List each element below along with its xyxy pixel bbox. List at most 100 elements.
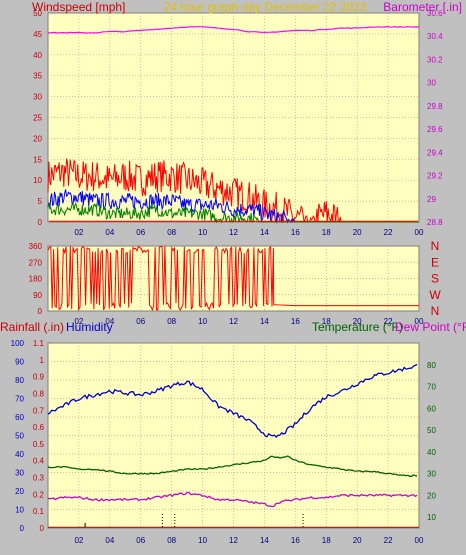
climate-x-tick: 18	[322, 536, 331, 545]
barometer-y-tick: 28.8	[427, 218, 443, 227]
direction-x-tick: 00	[415, 317, 424, 326]
compass-label: N	[431, 239, 440, 253]
humidity-axis-title: Humidity	[66, 320, 113, 334]
wind-x-tick: 06	[136, 228, 145, 237]
rainfall-y-tick: 0.4	[33, 457, 45, 466]
wind-direction-line	[47, 245, 419, 312]
direction-y-tick: 90	[33, 291, 42, 300]
wind-x-tick: 18	[322, 228, 331, 237]
wind-x-tick: 00	[415, 228, 424, 237]
wind-x-tick: 04	[105, 228, 114, 237]
humidity-y-tick: 40	[15, 450, 24, 459]
direction-y-tick: 270	[29, 258, 43, 267]
direction-x-tick: 06	[136, 317, 145, 326]
temperature-axis-title: Temperature (°F)	[312, 320, 403, 334]
wind-y-tick: 30	[33, 93, 42, 102]
direction-x-tick: 08	[167, 317, 176, 326]
barometer-y-tick: 29	[427, 195, 436, 204]
wind-x-tick: 14	[260, 228, 269, 237]
direction-x-tick: 16	[291, 317, 300, 326]
climate-x-tick: 12	[229, 536, 238, 545]
rainfall-y-tick: 0.2	[33, 490, 45, 499]
rainfall-axis-title: Rainfall (.in)	[0, 320, 64, 334]
humidity-y-tick: 90	[15, 358, 24, 367]
barometer-y-tick: 30.4	[427, 32, 443, 41]
temperature-y-tick: 70	[427, 383, 436, 392]
rainfall-y-tick: 0.6	[33, 423, 45, 432]
direction-x-tick: 12	[229, 317, 238, 326]
rainfall-y-tick: 0.5	[33, 440, 45, 449]
temperature-y-tick: 10	[427, 513, 436, 522]
direction-y-tick: 360	[29, 242, 43, 251]
humidity-y-tick: 10	[15, 506, 24, 515]
wind-axis-title: Windspeed [mph]	[32, 0, 125, 14]
dewpoint-axis-title: Dew Point (°F)	[395, 320, 466, 334]
rainfall-y-tick: 0.3	[33, 474, 45, 483]
graph-title: 24 hour graph day December 22 2023	[164, 0, 367, 14]
compass-label: W	[429, 288, 441, 302]
humidity-y-tick: 80	[15, 376, 24, 385]
climate-x-tick: 00	[415, 536, 424, 545]
compass-label: S	[431, 272, 439, 286]
direction-x-tick: 02	[74, 317, 83, 326]
wind-x-tick: 12	[229, 228, 238, 237]
barometer-axis-title: Barometer [.in]	[383, 0, 462, 14]
humidity-y-tick: 100	[11, 339, 25, 348]
climate-x-tick: 06	[136, 536, 145, 545]
wind-y-tick: 50	[33, 9, 42, 18]
direction-x-tick: 04	[105, 317, 114, 326]
humidity-y-tick: 0	[20, 524, 25, 533]
direction-y-tick: 0	[38, 307, 43, 316]
barometer-y-tick: 29.2	[427, 172, 443, 181]
temperature-line	[47, 455, 418, 477]
temperature-y-tick: 20	[427, 491, 436, 500]
wind-x-tick: 02	[74, 228, 83, 237]
direction-x-tick: 20	[353, 317, 362, 326]
climate-x-tick: 08	[167, 536, 176, 545]
humidity-y-tick: 50	[15, 432, 24, 441]
temperature-y-tick: 80	[427, 361, 436, 370]
barometer-y-tick: 30.2	[427, 55, 443, 64]
rainfall-y-tick: 0.9	[33, 373, 45, 382]
barometer-y-tick: 30	[427, 79, 436, 88]
barometer-y-tick: 29.8	[427, 102, 443, 111]
direction-x-tick: 18	[322, 317, 331, 326]
climate-x-tick: 14	[260, 536, 269, 545]
climate-x-tick: 20	[353, 536, 362, 545]
climate-x-tick: 10	[198, 536, 207, 545]
direction-x-tick: 14	[260, 317, 269, 326]
temperature-y-tick: 30	[427, 470, 436, 479]
humidity-y-tick: 30	[15, 469, 24, 478]
barometer-y-tick: 30.6	[427, 9, 443, 18]
barometer-y-tick: 29.6	[427, 125, 443, 134]
humidity-y-tick: 70	[15, 395, 24, 404]
temperature-y-tick: 40	[427, 448, 436, 457]
barometer-line	[47, 25, 420, 34]
rainfall-y-tick: 1.1	[33, 339, 45, 348]
direction-x-tick: 10	[198, 317, 207, 326]
wind-low-line	[47, 201, 419, 224]
wind-x-tick: 16	[291, 228, 300, 237]
wind-y-tick: 40	[33, 51, 42, 60]
wind-x-tick: 22	[384, 228, 393, 237]
rainfall-y-tick: 1	[40, 356, 45, 365]
wind-y-tick: 20	[33, 134, 42, 143]
climate-x-tick: 04	[105, 536, 114, 545]
wind-y-tick: 25	[33, 114, 42, 123]
wind-y-tick: 35	[33, 72, 42, 81]
wind-x-tick: 08	[167, 228, 176, 237]
humidity-y-tick: 20	[15, 487, 24, 496]
wind-y-tick: 45	[33, 30, 42, 39]
compass-label: N	[431, 304, 440, 318]
humidity-line	[47, 363, 418, 439]
direction-x-tick: 22	[384, 317, 393, 326]
climate-x-tick: 02	[74, 536, 83, 545]
climate-x-tick: 16	[291, 536, 300, 545]
wind-y-tick: 0	[38, 218, 43, 227]
humidity-y-tick: 60	[15, 413, 24, 422]
rainfall-y-tick: 0.1	[33, 507, 45, 516]
dewpoint-line	[47, 491, 418, 508]
wind-y-tick: 5	[38, 197, 43, 206]
temperature-y-tick: 60	[427, 404, 436, 413]
